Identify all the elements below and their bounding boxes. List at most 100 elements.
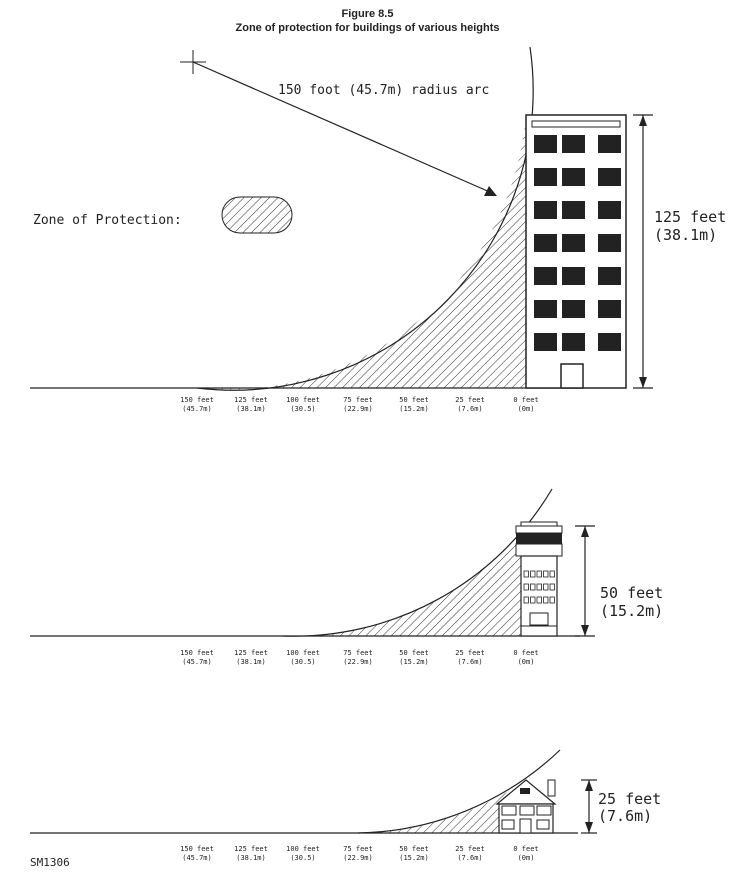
tick-m: (45.7m)	[182, 854, 212, 862]
window	[598, 333, 621, 351]
radius-arc-3	[357, 749, 561, 834]
radius-arrow	[192, 61, 493, 194]
tick-ft: 100 feet	[286, 649, 320, 657]
tick-labels-3: 150 feet (45.7m) 125 feet (38.1m) 100 fe…	[180, 845, 539, 862]
tick-ft: 100 feet	[286, 396, 320, 404]
window	[534, 300, 557, 318]
tick-ft: 25 feet	[455, 396, 485, 404]
tick-ft: 125 feet	[234, 845, 268, 853]
tick-ft: 75 feet	[343, 649, 373, 657]
window	[562, 201, 585, 219]
medium-building	[515, 521, 563, 637]
tick-labels-1: 150 feet (45.7m) 125 feet (38.1m) 100 fe…	[180, 396, 539, 413]
tick-ft: 100 feet	[286, 845, 320, 853]
window	[534, 267, 557, 285]
roof-trim	[531, 120, 621, 128]
window	[543, 596, 549, 604]
figure-code: SM1306	[30, 856, 70, 869]
height-m-1: (38.1m)	[654, 226, 717, 244]
tick-m: (38.1m)	[236, 658, 266, 666]
figure-subtitle: Zone of protection for buildings of vari…	[235, 22, 500, 34]
tick-m: (22.9m)	[343, 854, 373, 862]
tick-ft: 150 feet	[180, 845, 214, 853]
tick-m: (15.2m)	[399, 854, 429, 862]
panel-2: 50 feet (15.2m) 150 feet (45.7m) 125 fee…	[30, 488, 663, 666]
height-ft-3: 25 feet	[598, 790, 661, 808]
window	[534, 234, 557, 252]
tick-m: (30.5)	[290, 658, 315, 666]
protection-zone-1	[197, 115, 526, 390]
legend-label: Zone of Protection:	[33, 213, 182, 228]
panel-1: 150 foot (45.7m) radius arc Zone of Prot…	[30, 46, 726, 413]
house-door	[519, 818, 532, 834]
window	[562, 300, 585, 318]
tick-m: (15.2m)	[399, 405, 429, 413]
tick-m: (38.1m)	[236, 854, 266, 862]
arc-label: 150 foot (45.7m) radius arc	[278, 83, 489, 98]
dim-arrow-top-2	[581, 526, 589, 537]
window	[562, 135, 585, 153]
window	[536, 570, 542, 578]
window	[562, 234, 585, 252]
window	[536, 596, 542, 604]
building-door	[560, 363, 584, 389]
window	[534, 168, 557, 186]
tick-m: (22.9m)	[343, 405, 373, 413]
tick-ft: 0 feet	[513, 396, 538, 404]
window	[530, 570, 536, 578]
tick-m: (38.1m)	[236, 405, 266, 413]
window	[549, 596, 555, 604]
protection-zone-2	[283, 526, 526, 637]
tick-ft: 50 feet	[399, 649, 429, 657]
tick-m: (0m)	[518, 658, 535, 666]
window	[598, 168, 621, 186]
tick-m: (30.5)	[290, 405, 315, 413]
windows	[523, 570, 555, 604]
building-entrance	[529, 612, 549, 626]
figure-title: Figure 8.5	[341, 8, 394, 20]
tick-m: (7.6m)	[457, 854, 482, 862]
window	[598, 201, 621, 219]
height-ft-2: 50 feet	[600, 584, 663, 602]
window	[530, 596, 536, 604]
window	[536, 583, 542, 591]
tall-building	[525, 114, 627, 389]
window	[534, 201, 557, 219]
radius-arrowhead	[484, 186, 497, 196]
window	[598, 300, 621, 318]
tick-ft: 50 feet	[399, 396, 429, 404]
window	[534, 333, 557, 351]
window	[562, 333, 585, 351]
tick-m: (7.6m)	[457, 405, 482, 413]
tick-ft: 125 feet	[234, 649, 268, 657]
panel-3: 25 feet (7.6m) 150 feet (45.7m) 125 feet…	[30, 749, 661, 869]
tick-ft: 150 feet	[180, 649, 214, 657]
window	[598, 234, 621, 252]
height-ft-1: 125 feet	[654, 208, 726, 226]
windows	[534, 135, 621, 351]
window	[598, 267, 621, 285]
window	[530, 583, 536, 591]
tick-m: (45.7m)	[182, 405, 212, 413]
window	[523, 570, 529, 578]
tick-ft: 75 feet	[343, 845, 373, 853]
tick-m: (7.6m)	[457, 658, 482, 666]
dim-arrow-bottom-1	[639, 377, 647, 388]
tick-m: (0m)	[518, 854, 535, 862]
window	[549, 570, 555, 578]
protection-zone-3	[358, 780, 526, 833]
window	[549, 583, 555, 591]
window	[543, 570, 549, 578]
dim-arrow-bottom-2	[581, 625, 589, 636]
window	[562, 168, 585, 186]
legend-swatch	[221, 196, 293, 234]
height-m-3: (7.6m)	[598, 807, 652, 825]
tick-ft: 75 feet	[343, 396, 373, 404]
tick-m: (0m)	[518, 405, 535, 413]
dim-arrow-bottom-3	[585, 822, 593, 833]
tick-m: (22.9m)	[343, 658, 373, 666]
tick-labels-2: 150 feet (45.7m) 125 feet (38.1m) 100 fe…	[180, 649, 539, 666]
dim-arrow-top-3	[585, 780, 593, 791]
tick-m: (30.5)	[290, 854, 315, 862]
height-m-2: (15.2m)	[600, 602, 663, 620]
